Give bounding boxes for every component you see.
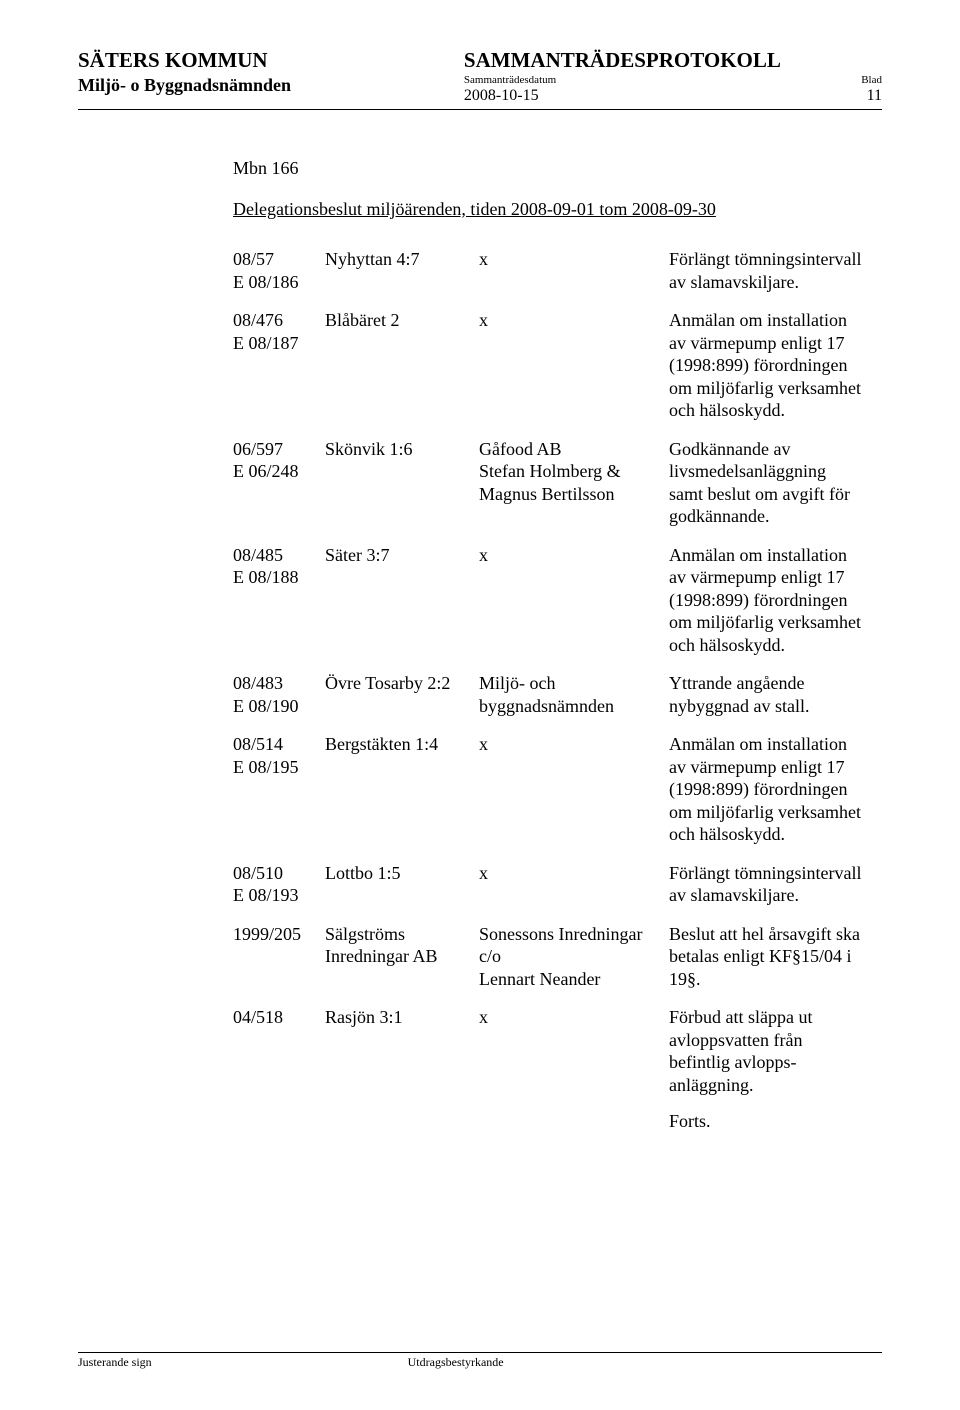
table-cell: Förlängt tömningsintervall av slamavskil… <box>669 862 872 923</box>
date-label: Sammanträdesdatum <box>464 74 556 86</box>
table-cell: Bergstäkten 1:4 <box>325 733 479 862</box>
table-cell: Blåbäret 2 <box>325 309 479 438</box>
decisions-table: 08/57E 08/186Nyhyttan 4:7xFörlängt tömni… <box>233 248 872 1149</box>
table-cell: 04/518 <box>233 1006 325 1149</box>
page-footer: Justerande sign Utdragsbestyrkande <box>78 1352 882 1370</box>
table-cell: 08/57E 08/186 <box>233 248 325 309</box>
page-label: Blad <box>861 74 882 86</box>
table-row: 06/597E 06/248Skönvik 1:6Gåfood ABStefan… <box>233 438 872 544</box>
table-cell: x <box>479 1006 669 1149</box>
header-rule <box>78 109 882 110</box>
table-cell: Lottbo 1:5 <box>325 862 479 923</box>
table-row: 08/514E 08/195Bergstäkten 1:4xAnmälan om… <box>233 733 872 862</box>
table-cell: Anmälan om installation av värmepump enl… <box>669 309 872 438</box>
org-name: SÄTERS KOMMUN <box>78 48 464 73</box>
table-row: 08/483E 08/190Övre Tosarby 2:2Miljö- och… <box>233 672 872 733</box>
table-cell: x <box>479 309 669 438</box>
table-cell: Förbud att släppa ut avloppsvatten från … <box>669 1006 872 1149</box>
table-cell: Rasjön 3:1 <box>325 1006 479 1149</box>
table-cell: Sälgströms Inredningar AB <box>325 923 479 1007</box>
table-row: 08/57E 08/186Nyhyttan 4:7xFörlängt tömni… <box>233 248 872 309</box>
table-cell: 08/485E 08/188 <box>233 544 325 673</box>
table-row: 08/510E 08/193Lottbo 1:5xFörlängt tömnin… <box>233 862 872 923</box>
table-cell: Skönvik 1:6 <box>325 438 479 544</box>
footer-sign-label: Justerande sign <box>78 1355 408 1370</box>
table-row: 1999/205Sälgströms Inredningar ABSonesso… <box>233 923 872 1007</box>
table-row: 04/518Rasjön 3:1xFörbud att släppa ut av… <box>233 1006 872 1149</box>
header-date-row: 2008-10-15 11 <box>464 87 882 105</box>
table-cell: Godkännande av livsmedelsanläggning samt… <box>669 438 872 544</box>
header-right: SAMMANTRÄDESPROTOKOLL Sammanträdesdatum … <box>464 48 882 105</box>
table-cell: x <box>479 248 669 309</box>
table-cell: x <box>479 544 669 673</box>
table-cell: Anmälan om installation av värmepump enl… <box>669 733 872 862</box>
table-cell: 08/514E 08/195 <box>233 733 325 862</box>
table-cell: 08/483E 08/190 <box>233 672 325 733</box>
table-cell: Sonessons Inredningar c/oLennart Neander <box>479 923 669 1007</box>
page-header: SÄTERS KOMMUN Miljö- o Byggnadsnämnden S… <box>78 48 882 105</box>
table-cell: 06/597E 06/248 <box>233 438 325 544</box>
table-cell: Anmälan om installation av värmepump enl… <box>669 544 872 673</box>
document-body: Mbn 166 Delegationsbeslut miljöärenden, … <box>78 158 882 1149</box>
table-cell: Säter 3:7 <box>325 544 479 673</box>
header-left: SÄTERS KOMMUN Miljö- o Byggnadsnämnden <box>78 48 464 105</box>
header-sublabels: Sammanträdesdatum Blad <box>464 74 882 86</box>
page-number: 11 <box>867 87 882 105</box>
footer-attest-label: Utdragsbestyrkande <box>408 1355 882 1370</box>
section-number: Mbn 166 <box>233 158 872 179</box>
table-cell: Miljö- och byggnadsnämnden <box>479 672 669 733</box>
section-title: Delegationsbeslut miljöärenden, tiden 20… <box>233 199 872 220</box>
table-cell: Gåfood ABStefan Holmberg & Magnus Bertil… <box>479 438 669 544</box>
table-cell: Nyhyttan 4:7 <box>325 248 479 309</box>
meeting-date: 2008-10-15 <box>464 87 539 105</box>
table-cell: 08/476E 08/187 <box>233 309 325 438</box>
table-cell: 1999/205 <box>233 923 325 1007</box>
table-cell: 08/510E 08/193 <box>233 862 325 923</box>
continuation-label: Forts. <box>669 1110 864 1133</box>
table-row: 08/485E 08/188Säter 3:7xAnmälan om insta… <box>233 544 872 673</box>
table-cell: Yttrande angående nybyggnad av stall. <box>669 672 872 733</box>
table-cell: Förlängt tömningsintervall av slamavskil… <box>669 248 872 309</box>
table-cell: x <box>479 733 669 862</box>
protocol-title: SAMMANTRÄDESPROTOKOLL <box>464 48 882 73</box>
table-row: 08/476E 08/187Blåbäret 2xAnmälan om inst… <box>233 309 872 438</box>
table-cell: x <box>479 862 669 923</box>
table-cell: Övre Tosarby 2:2 <box>325 672 479 733</box>
committee-name: Miljö- o Byggnadsnämnden <box>78 75 464 96</box>
table-cell: Beslut att hel årsavgift ska betalas enl… <box>669 923 872 1007</box>
